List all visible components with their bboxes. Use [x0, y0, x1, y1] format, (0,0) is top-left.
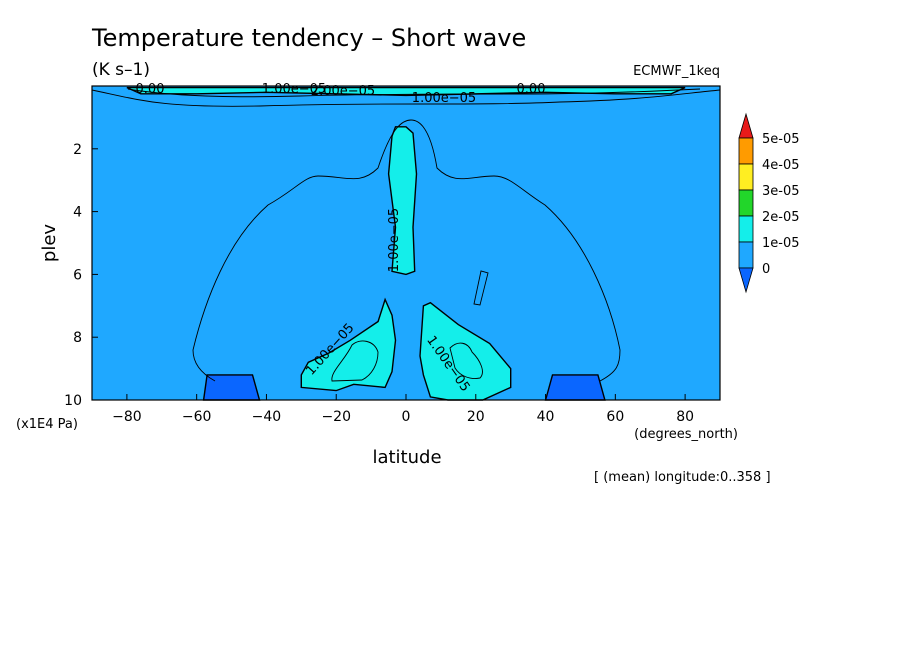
contour-label: 0.00: [517, 82, 546, 97]
chart-title: Temperature tendency – Short wave: [91, 24, 526, 52]
y-tick-label: 4: [73, 205, 82, 221]
contour-line-outer: [192, 119, 621, 382]
x-tick-label: 40: [537, 409, 555, 425]
contour-label: 1.00e−05: [387, 208, 402, 272]
contour-label: 1.00e−05: [262, 82, 326, 97]
contour-label: 0.00: [136, 82, 165, 97]
y-tick-label: 6: [73, 267, 82, 283]
colorbar-label: 2e-05: [762, 210, 800, 225]
colorbar-label: 4e-05: [762, 158, 800, 173]
colorbar-swatch: [738, 241, 754, 269]
colorbar-swatch: [738, 163, 754, 191]
x-tick-label: 60: [606, 409, 624, 425]
x-tick-label: 20: [467, 409, 485, 425]
colorbar-swatch: [738, 189, 754, 217]
colorbar-label: 1e-05: [762, 236, 800, 251]
y-axis-units: (x1E4 Pa): [16, 417, 78, 432]
region-band-1e5-center-column: [387, 126, 418, 276]
y-axis: 2 4 6 8 10: [64, 142, 98, 409]
colorbar-label: 0: [762, 262, 770, 277]
x-tick-label: −80: [112, 409, 142, 425]
contour-line-top-inner: [127, 88, 701, 98]
x-tick-label: 0: [402, 409, 411, 425]
x-tick-label: 80: [676, 409, 694, 425]
contour-label: 1.00e−05: [412, 91, 476, 106]
contour-line-inner-right: [449, 342, 483, 379]
y-axis-label: plev: [39, 224, 60, 263]
region-band-1e5-left-lobe: [300, 297, 397, 392]
colorbar-label: 3e-05: [762, 184, 800, 199]
x-tick-label: −40: [252, 409, 282, 425]
footer-note: [ (mean) longitude:0..358 ]: [594, 470, 771, 485]
y-tick-label: 10: [64, 393, 82, 409]
colorbar-extend-max: [738, 112, 754, 139]
region-band-1e5-right-lobe: [419, 301, 512, 401]
contour-lines: [91, 88, 721, 382]
plot-area: 1.00e−05 1.00e−05 1.00e−05 1.00e−05 1.00…: [91, 82, 721, 401]
x-axis-units: (degrees_north): [634, 427, 738, 442]
colorbar-swatch: [738, 215, 754, 243]
y-tick-label: 2: [73, 142, 82, 158]
chart-units: (K s–1): [92, 60, 150, 80]
contour-line-inner-left: [331, 340, 379, 382]
region-below-zero-right: [544, 374, 606, 401]
x-axis: −80 −60 −40 −20 0 20 40 60 80: [112, 394, 694, 425]
y-tick-label: 8: [73, 330, 82, 346]
x-axis-label: latitude: [372, 447, 441, 468]
contour-regions: [126, 86, 686, 401]
colorbar-extend-min: [738, 267, 754, 294]
x-tick-label: −60: [182, 409, 212, 425]
x-tick-label: −20: [321, 409, 351, 425]
contour-line-small-loop: [473, 270, 489, 306]
colorbar-swatch: [738, 137, 754, 165]
dataset-label: ECMWF_1keq: [633, 64, 720, 79]
contour-line-top-outer: [91, 89, 721, 107]
colorbar-label: 5e-05: [762, 132, 800, 147]
region-below-zero-left: [202, 374, 261, 401]
colorbar: 0 1e-05 2e-05 3e-05 4e-05 5e-05: [738, 112, 800, 294]
contour-label: 2.00e−05: [311, 84, 375, 99]
